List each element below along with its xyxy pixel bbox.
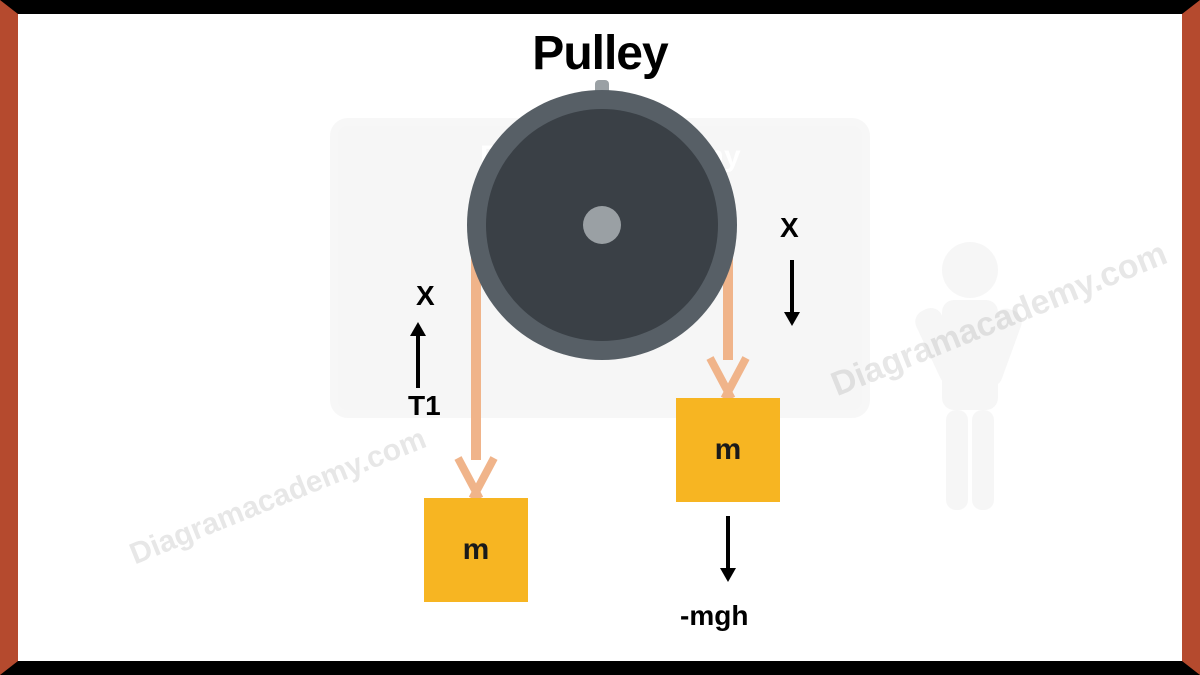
arrow-mgh-line	[726, 516, 730, 568]
arrow-left-up-head	[410, 322, 426, 336]
arrow-left-up-line	[416, 336, 420, 388]
rope-v-right	[706, 358, 750, 400]
label-t1: T1	[408, 390, 441, 422]
arrow-right-down-head	[784, 312, 800, 326]
label-right-x: X	[780, 212, 799, 244]
diagram-canvas: Diagram Academy Diagramacademy.com Diagr…	[0, 0, 1200, 675]
arrow-right-down-line	[790, 260, 794, 312]
label-mgh: -mgh	[680, 600, 748, 632]
mass-left-label: m	[463, 533, 490, 567]
arrow-mgh-head	[720, 568, 736, 582]
watermark-teacher-figure	[880, 230, 1060, 550]
rope-v-left	[454, 458, 498, 500]
watermark-url-2: Diagramacademy.com	[125, 422, 431, 572]
mass-right-label: m	[715, 433, 742, 467]
mass-right: m	[676, 398, 780, 502]
diagram-title: Pulley	[532, 26, 667, 81]
mass-left: m	[424, 498, 528, 602]
label-left-x: X	[416, 280, 435, 312]
pulley-wheel-hub	[583, 206, 621, 244]
